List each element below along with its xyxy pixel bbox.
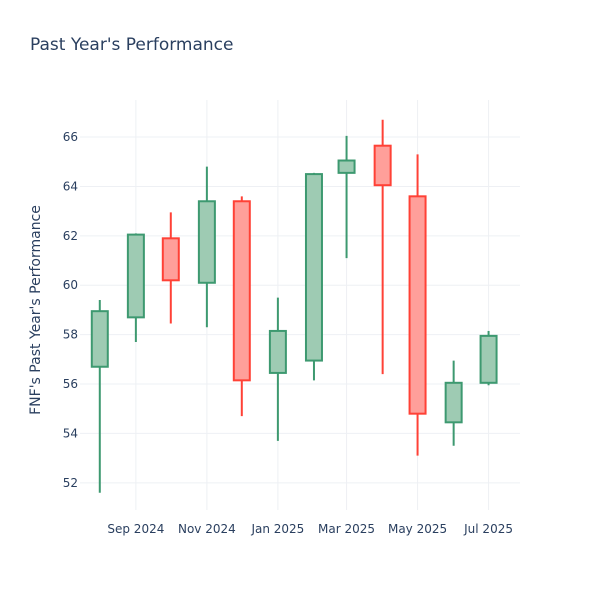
y-tick-label: 60 <box>63 278 78 292</box>
y-axis-title: FNF's Past Year's Performance <box>28 205 44 415</box>
candle-body <box>373 144 392 187</box>
x-axis-ticks: Sep 2024 Nov 2024 Jan 2025 Mar 2025 May 2025… <box>107 522 513 536</box>
candle-up <box>337 135 356 259</box>
candle-down <box>232 196 251 417</box>
candle-up <box>444 360 463 446</box>
candle-up <box>304 172 323 381</box>
candle-body <box>232 200 251 382</box>
y-tick-label: 62 <box>63 229 78 243</box>
candle-body <box>304 173 323 362</box>
chart-title: Past Year's Performance <box>30 35 234 55</box>
x-tick-label: May 2025 <box>388 522 447 536</box>
candle-down <box>373 119 392 375</box>
x-tick-label: Jan 2025 <box>250 522 304 536</box>
candle-body <box>479 334 498 384</box>
x-tick-label: Jul 2025 <box>463 522 513 536</box>
candle-up <box>197 166 216 328</box>
y-tick-label: 64 <box>63 179 78 193</box>
candles <box>90 119 498 493</box>
candle-body <box>268 329 287 374</box>
candle-up <box>268 297 287 441</box>
x-tick-label: Mar 2025 <box>318 522 375 536</box>
candle-down <box>408 154 427 456</box>
y-tick-label: 58 <box>63 328 78 342</box>
y-tick-label: 66 <box>63 130 78 144</box>
grid-lines <box>80 100 520 510</box>
candle-up <box>126 233 145 343</box>
y-tick-label: 56 <box>63 377 78 391</box>
candle-body <box>90 310 109 368</box>
candle-up <box>90 300 109 493</box>
candle-up <box>479 330 498 386</box>
x-tick-label: Sep 2024 <box>107 522 164 536</box>
candle-body <box>444 381 463 424</box>
y-tick-label: 52 <box>63 476 78 490</box>
candle-down <box>161 212 180 324</box>
candle-body <box>337 159 356 174</box>
y-axis-ticks: 52 54 56 58 60 62 64 66 <box>63 130 78 490</box>
candle-body <box>197 200 216 284</box>
candle-body <box>408 195 427 415</box>
y-tick-label: 54 <box>63 426 78 440</box>
candle-body <box>161 237 180 282</box>
x-tick-label: Nov 2024 <box>178 522 236 536</box>
candle-body <box>126 233 145 319</box>
